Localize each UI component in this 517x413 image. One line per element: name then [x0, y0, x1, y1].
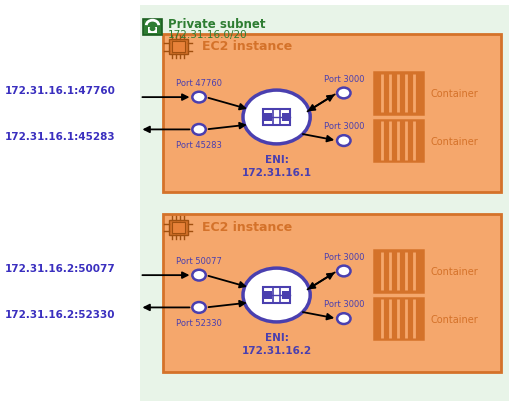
Text: Port 50077: Port 50077 — [176, 256, 222, 265]
Text: Port 3000: Port 3000 — [324, 252, 364, 261]
Circle shape — [243, 268, 310, 322]
Text: Port 52330: Port 52330 — [176, 318, 222, 327]
FancyBboxPatch shape — [163, 35, 501, 192]
Text: 172.31.16.1:45283: 172.31.16.1:45283 — [5, 132, 116, 142]
Text: 172.31.16.2:52330: 172.31.16.2:52330 — [5, 310, 116, 320]
Circle shape — [192, 125, 206, 135]
FancyBboxPatch shape — [373, 73, 423, 114]
Text: Container: Container — [431, 136, 478, 146]
Text: Container: Container — [431, 89, 478, 99]
Text: Port 45283: Port 45283 — [176, 140, 222, 150]
FancyBboxPatch shape — [373, 251, 423, 292]
Text: Container: Container — [431, 314, 478, 324]
FancyBboxPatch shape — [373, 121, 423, 162]
Text: EC2 instance: EC2 instance — [202, 40, 292, 53]
FancyBboxPatch shape — [163, 215, 501, 372]
Circle shape — [192, 93, 206, 103]
Text: Port 3000: Port 3000 — [324, 74, 364, 83]
FancyBboxPatch shape — [373, 298, 423, 339]
Circle shape — [337, 313, 351, 324]
Circle shape — [243, 91, 310, 145]
FancyBboxPatch shape — [265, 292, 272, 299]
Bar — [172, 43, 185, 52]
Circle shape — [192, 270, 206, 281]
Circle shape — [337, 136, 351, 147]
Text: 172.31.16.1:47760: 172.31.16.1:47760 — [5, 86, 116, 96]
Circle shape — [192, 302, 206, 313]
Circle shape — [337, 88, 351, 99]
Text: Private subnet: Private subnet — [168, 18, 265, 31]
FancyBboxPatch shape — [281, 292, 288, 299]
Text: ENI:
172.31.16.1: ENI: 172.31.16.1 — [241, 155, 312, 177]
Text: Port 47760: Port 47760 — [176, 78, 222, 88]
Text: ENI:
172.31.16.2: ENI: 172.31.16.2 — [241, 332, 312, 355]
Bar — [143, 20, 162, 36]
FancyBboxPatch shape — [140, 6, 509, 401]
Bar — [169, 220, 188, 236]
FancyBboxPatch shape — [265, 114, 272, 121]
Text: 172.31.16.2:50077: 172.31.16.2:50077 — [5, 263, 116, 273]
Bar — [148, 28, 157, 33]
Circle shape — [150, 28, 155, 31]
Text: Port 3000: Port 3000 — [324, 299, 364, 309]
Text: Container: Container — [431, 266, 478, 276]
Text: Port 3000: Port 3000 — [324, 122, 364, 131]
Text: EC2 instance: EC2 instance — [202, 221, 292, 234]
FancyBboxPatch shape — [281, 114, 288, 121]
Bar — [169, 40, 188, 55]
Circle shape — [337, 266, 351, 277]
Text: 172.31.16.0/20: 172.31.16.0/20 — [168, 30, 247, 40]
Bar — [172, 223, 185, 233]
